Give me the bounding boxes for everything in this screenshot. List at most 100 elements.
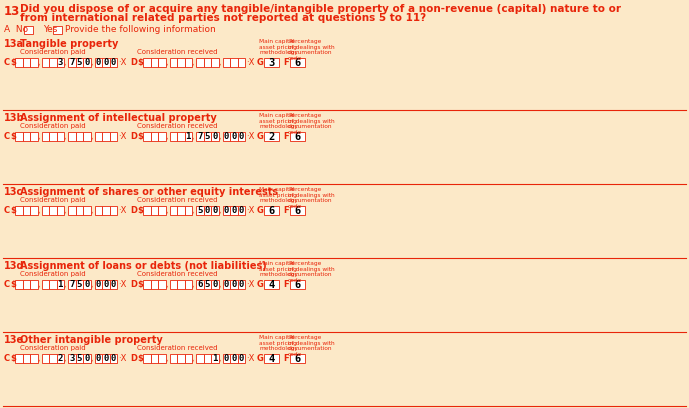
Bar <box>203 206 211 215</box>
Bar <box>49 58 56 67</box>
Bar <box>264 280 279 289</box>
Text: 5: 5 <box>205 280 210 289</box>
Bar <box>290 132 305 141</box>
Text: $: $ <box>137 206 143 215</box>
Text: Consideration received: Consideration received <box>137 345 218 351</box>
Bar <box>264 58 279 67</box>
Text: asset pricing: asset pricing <box>259 193 297 197</box>
Bar <box>49 280 56 289</box>
Bar <box>15 58 23 67</box>
Text: ,: , <box>90 280 93 289</box>
Bar <box>203 58 211 67</box>
Text: 3: 3 <box>269 58 275 67</box>
Bar <box>24 26 33 34</box>
Text: ,: , <box>218 206 220 215</box>
Text: ·X: ·X <box>118 206 126 215</box>
Text: 5: 5 <box>197 206 203 215</box>
Text: C: C <box>4 206 10 215</box>
Bar <box>150 132 158 141</box>
Text: 6: 6 <box>294 353 300 364</box>
Bar <box>30 354 37 363</box>
Text: documentation: documentation <box>288 124 333 129</box>
Text: ,: , <box>64 280 66 289</box>
Bar <box>185 132 192 141</box>
Bar <box>211 132 218 141</box>
Bar <box>290 280 305 289</box>
Bar <box>41 280 49 289</box>
Text: $: $ <box>137 354 143 363</box>
Text: of dealings with: of dealings with <box>288 118 335 124</box>
Text: ,: , <box>192 280 194 289</box>
Bar <box>196 280 203 289</box>
Text: documentation: documentation <box>288 272 333 277</box>
Bar <box>102 58 110 67</box>
Text: ,: , <box>192 132 194 141</box>
Bar <box>150 354 158 363</box>
Bar <box>143 58 150 67</box>
Bar <box>211 354 218 363</box>
Text: ,: , <box>37 206 40 215</box>
Text: Consideration received: Consideration received <box>137 197 218 203</box>
Text: 7: 7 <box>197 132 203 141</box>
Text: 0: 0 <box>223 354 229 363</box>
Text: Provide the following information: Provide the following information <box>65 25 216 35</box>
Text: 0: 0 <box>84 354 90 363</box>
Text: methodology: methodology <box>259 124 298 129</box>
Text: Consideration paid: Consideration paid <box>20 197 85 203</box>
Text: Percentage: Percentage <box>288 261 321 266</box>
Bar <box>49 354 56 363</box>
Bar <box>290 354 305 363</box>
Bar <box>68 58 76 67</box>
Bar <box>223 132 230 141</box>
Text: ,: , <box>90 132 93 141</box>
Text: D: D <box>130 354 137 363</box>
Text: Percentage: Percentage <box>288 39 321 44</box>
Text: F: F <box>283 132 289 141</box>
Bar <box>143 280 150 289</box>
Text: $: $ <box>10 132 16 141</box>
Bar <box>83 132 90 141</box>
Bar <box>110 132 117 141</box>
Bar <box>15 206 23 215</box>
Text: ,: , <box>192 354 194 363</box>
Bar <box>94 280 102 289</box>
Bar <box>102 206 110 215</box>
Text: D: D <box>130 58 137 67</box>
Bar <box>56 354 64 363</box>
Bar <box>143 354 150 363</box>
Bar <box>41 132 49 141</box>
Text: 6: 6 <box>294 58 300 67</box>
Text: ,: , <box>37 354 40 363</box>
Bar <box>150 206 158 215</box>
Bar <box>223 354 230 363</box>
Bar <box>238 280 245 289</box>
Text: G: G <box>257 132 264 141</box>
Text: ,: , <box>64 206 66 215</box>
Bar <box>23 206 30 215</box>
Text: ·X: ·X <box>118 132 126 141</box>
Text: of dealings with: of dealings with <box>288 193 335 197</box>
Bar <box>110 354 117 363</box>
Text: ,: , <box>64 58 66 67</box>
Text: 6: 6 <box>294 206 300 215</box>
Bar <box>223 58 230 67</box>
Text: Main capital: Main capital <box>259 187 295 192</box>
Text: documentation: documentation <box>288 198 333 203</box>
Text: C: C <box>4 132 10 141</box>
Text: G: G <box>257 206 264 215</box>
Bar <box>76 354 83 363</box>
Text: 0: 0 <box>110 280 116 289</box>
Text: 7: 7 <box>69 280 74 289</box>
Text: Consideration paid: Consideration paid <box>20 49 85 55</box>
Text: 3: 3 <box>69 354 74 363</box>
Bar <box>203 132 211 141</box>
Bar <box>76 132 83 141</box>
Text: 5: 5 <box>76 58 82 67</box>
Bar <box>196 354 203 363</box>
Text: $: $ <box>137 132 143 141</box>
Text: G: G <box>257 354 264 363</box>
Text: ·X: ·X <box>246 280 254 289</box>
Text: 0: 0 <box>238 132 244 141</box>
Text: 0: 0 <box>238 280 244 289</box>
Bar <box>158 354 165 363</box>
